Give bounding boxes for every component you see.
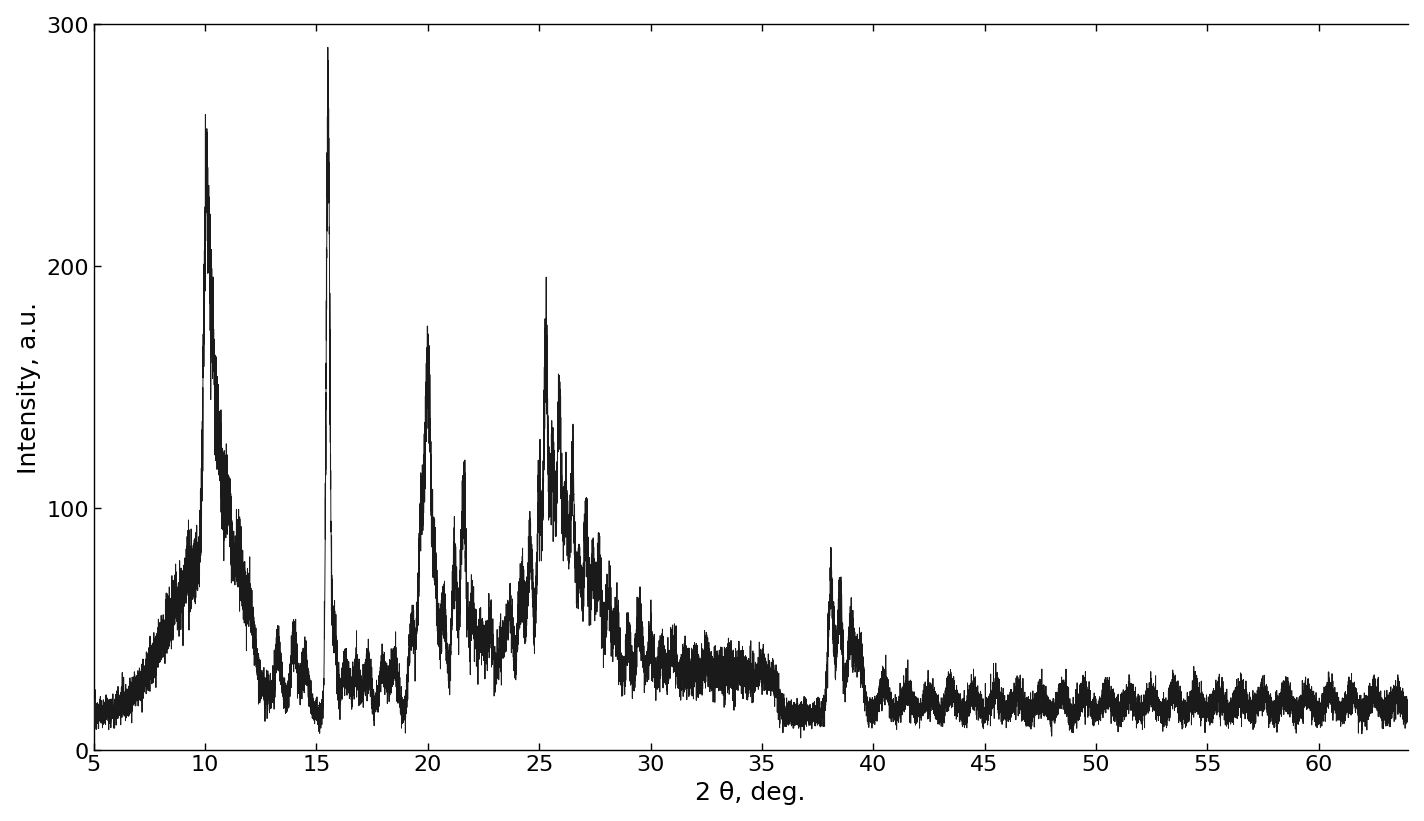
Y-axis label: Intensity, a.u.: Intensity, a.u. xyxy=(17,301,41,473)
X-axis label: 2 θ, deg.: 2 θ, deg. xyxy=(695,781,806,805)
